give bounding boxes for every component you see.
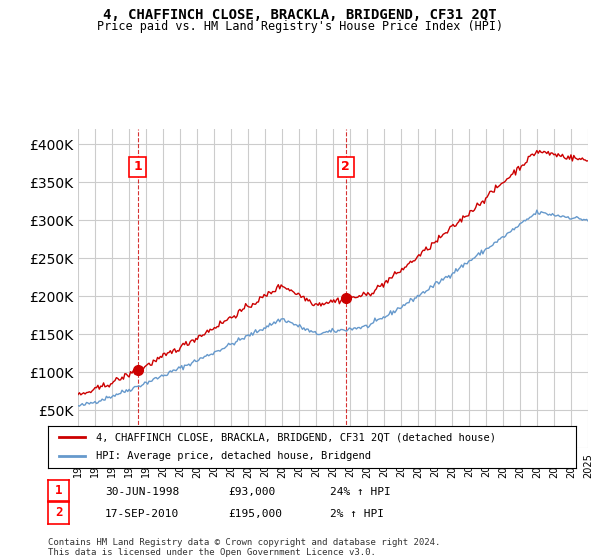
Text: £195,000: £195,000: [228, 509, 282, 519]
Text: Price paid vs. HM Land Registry's House Price Index (HPI): Price paid vs. HM Land Registry's House …: [97, 20, 503, 32]
Text: 1: 1: [55, 484, 62, 497]
Text: Contains HM Land Registry data © Crown copyright and database right 2024.
This d: Contains HM Land Registry data © Crown c…: [48, 538, 440, 557]
Text: HPI: Average price, detached house, Bridgend: HPI: Average price, detached house, Brid…: [95, 451, 371, 461]
Text: 2: 2: [341, 160, 350, 173]
Text: £93,000: £93,000: [228, 487, 275, 497]
Text: 2% ↑ HPI: 2% ↑ HPI: [330, 509, 384, 519]
Text: 2: 2: [55, 506, 62, 520]
Text: 4, CHAFFINCH CLOSE, BRACKLA, BRIDGEND, CF31 2QT (detached house): 4, CHAFFINCH CLOSE, BRACKLA, BRIDGEND, C…: [95, 432, 496, 442]
Text: 1: 1: [133, 160, 142, 173]
Text: 4, CHAFFINCH CLOSE, BRACKLA, BRIDGEND, CF31 2QT: 4, CHAFFINCH CLOSE, BRACKLA, BRIDGEND, C…: [103, 8, 497, 22]
Text: 24% ↑ HPI: 24% ↑ HPI: [330, 487, 391, 497]
Text: 17-SEP-2010: 17-SEP-2010: [105, 509, 179, 519]
Text: 30-JUN-1998: 30-JUN-1998: [105, 487, 179, 497]
